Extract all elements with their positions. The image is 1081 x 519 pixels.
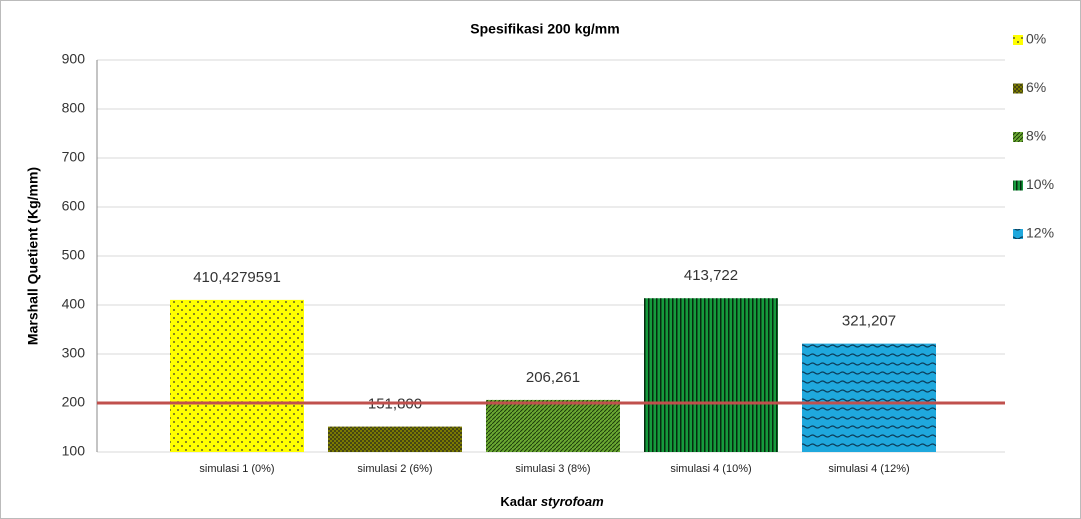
legend-swatch-texture	[1013, 180, 1023, 191]
y-axis-label: Marshall Quetient (Kg/mm)	[25, 167, 41, 345]
y-tick-label: 200	[62, 394, 86, 410]
y-tick-label: 300	[62, 345, 86, 361]
bar-texture	[486, 399, 620, 452]
y-tick-label: 400	[62, 296, 86, 312]
legend-swatch-texture	[1013, 83, 1023, 94]
bar-texture	[802, 343, 936, 452]
x-tick-label: simulasi 2 (6%)	[357, 463, 432, 475]
y-tick-label: 900	[62, 51, 86, 67]
legend-label: 8%	[1026, 128, 1046, 144]
y-tick-label: 500	[62, 247, 86, 263]
legend-label: 6%	[1026, 79, 1046, 95]
y-tick-label: 100	[62, 443, 86, 459]
legend-swatch-texture	[1013, 132, 1023, 142]
legend-label: 10%	[1026, 176, 1054, 192]
x-axis-label-part: styrofoam	[541, 494, 604, 509]
bar-texture	[170, 299, 304, 452]
bar-texture	[328, 426, 462, 452]
y-tick-label: 600	[62, 198, 86, 214]
legend-swatch-texture	[1013, 229, 1023, 239]
y-tick-label: 800	[62, 100, 86, 116]
y-tick-label: 700	[62, 149, 86, 165]
x-axis-label-part: Kadar	[500, 494, 537, 509]
value-label: 413,722	[684, 267, 738, 284]
bar-texture	[644, 298, 778, 452]
value-label: 321,207	[842, 313, 896, 330]
x-tick-label: simulasi 4 (12%)	[828, 463, 909, 475]
chart-title: Spesifikasi 200 kg/mm	[470, 21, 619, 37]
x-tick-label: simulasi 3 (8%)	[515, 463, 590, 475]
value-label: 206,261	[526, 369, 580, 386]
x-tick-label: simulasi 4 (10%)	[670, 463, 751, 475]
value-label: 410,4279591	[193, 269, 281, 286]
legend-swatch-texture	[1013, 35, 1023, 45]
x-axis-label: Kadar styrofoam	[500, 494, 604, 509]
x-tick-label: simulasi 1 (0%)	[199, 463, 274, 475]
legend-label: 0%	[1026, 31, 1046, 47]
legend-label: 12%	[1026, 225, 1054, 241]
